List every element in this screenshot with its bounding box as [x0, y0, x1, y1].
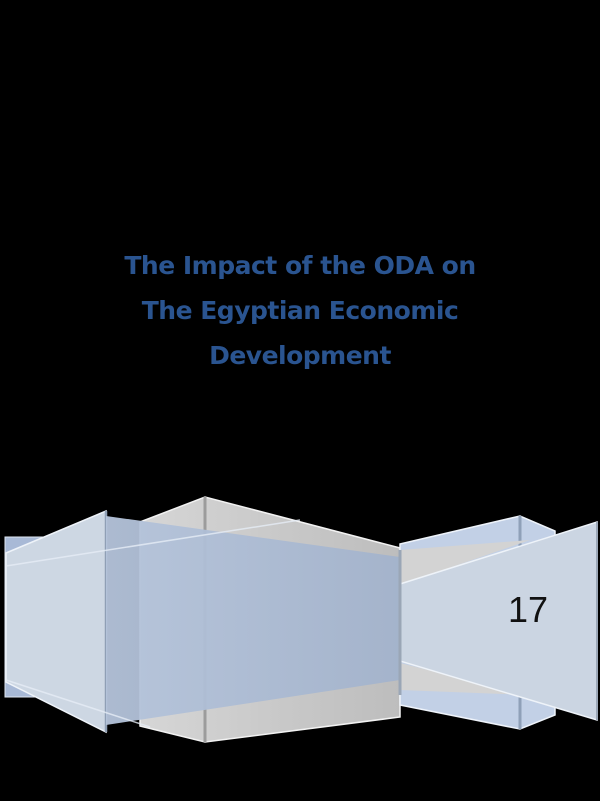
title-line-3: Development — [209, 341, 391, 370]
blue-band-center — [106, 516, 400, 725]
title-line-1: The Impact of the ODA on — [124, 251, 476, 280]
page-number: 17 — [508, 589, 549, 630]
blue-front-panel-right — [398, 520, 598, 722]
cover-title: The Impact of the ODA on The Egyptian Ec… — [0, 243, 600, 378]
title-line-2: The Egyptian Economic — [141, 296, 459, 325]
